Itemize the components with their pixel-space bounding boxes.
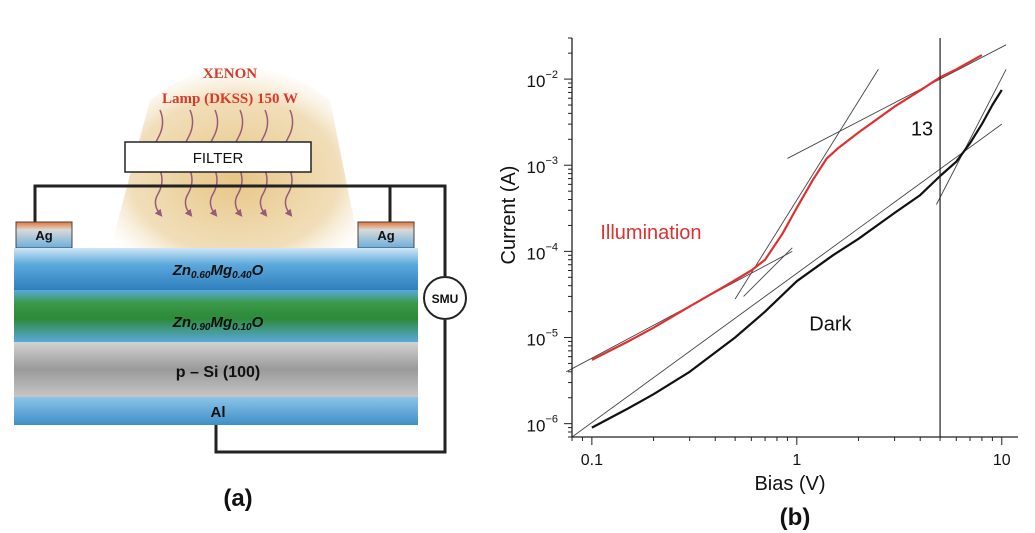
device-schematic: XENON Lamp (DKSS) 150 W FILTER SMU Ag Ag: [14, 65, 467, 512]
y-tick-label: 10−5: [527, 328, 558, 350]
fit-line: [571, 123, 1003, 438]
ag-contact-left-label: Ag: [35, 228, 52, 243]
iv-chart: 0.1 1 10 10−6 10−5 10−4 10−3 10−2 Illumination D…: [498, 37, 1018, 531]
caption-b: (b): [780, 504, 811, 531]
caption-a: (a): [223, 485, 252, 512]
y-tick-label: 10−6: [527, 414, 558, 436]
chart-annotations: Illumination Dark 13: [600, 119, 933, 336]
series-illumination-line: [591, 54, 983, 361]
layer-zn090mg010o-label: Zn0.90Mg0.10O: [172, 314, 264, 333]
layer-p-si: [14, 342, 418, 397]
ag-contact-right-label: Ag: [377, 228, 394, 243]
y-tick-label: 10−2: [527, 69, 558, 91]
filter-box: [124, 141, 312, 173]
smu-circle: [423, 276, 467, 320]
smu-label: SMU: [432, 292, 459, 306]
x-tick-label: 1: [792, 452, 801, 469]
annotation-13: 13: [911, 119, 933, 141]
fit-line: [743, 247, 793, 297]
x-tick-label: 0.1: [581, 452, 603, 469]
chart-axes: [571, 38, 1018, 438]
circuit-wires: [33, 184, 447, 454]
x-axis-label: Bias (V): [754, 473, 825, 495]
chart-ticks: 0.1 1 10 10−6 10−5 10−4 10−3 10−2: [527, 37, 1011, 469]
series-dark-line: [591, 89, 1003, 429]
layer-zn060mg040o-label: Zn0.60Mg0.40O: [172, 262, 264, 281]
ag-contact-right: [357, 221, 415, 249]
layer-zn060mg040o: [14, 248, 418, 290]
fit-line: [936, 69, 1007, 205]
lamp-label-line1: XENON: [203, 66, 257, 82]
annotation-illumination: Illumination: [600, 222, 701, 244]
layer-p-si-label: p – Si (100): [176, 364, 260, 381]
layer-zn090mg010o: [14, 290, 418, 342]
y-axis-label: Current (A): [498, 166, 520, 265]
x-tick-label: 10: [993, 452, 1011, 469]
y-tick-label: 10−4: [527, 241, 558, 263]
y-tick-label: 10−3: [527, 155, 558, 177]
ag-contact-left: [15, 221, 73, 249]
filter-label: FILTER: [193, 150, 244, 167]
layer-al-label: Al: [211, 404, 226, 421]
layer-al: [14, 397, 418, 425]
fit-line: [734, 69, 879, 300]
annotation-dark: Dark: [809, 314, 852, 336]
chart-series-group: [591, 54, 1003, 429]
lamp-label-line2: Lamp (DKSS) 150 W: [162, 91, 298, 107]
fit-line: [787, 44, 1007, 159]
